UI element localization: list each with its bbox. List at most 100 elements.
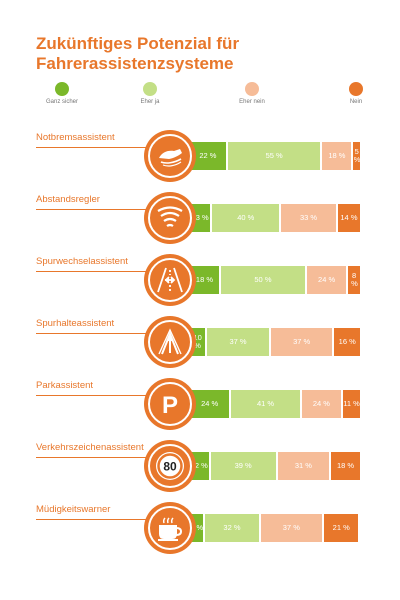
icon-badge-ring xyxy=(148,320,192,364)
icon-badge-ring xyxy=(148,382,192,426)
segment-ganz-sicher: 18 % xyxy=(190,266,221,294)
chart-row: Spurwechselassistent 18 % 50 % 24 % 8 % xyxy=(0,252,400,308)
chart-title-line1: Zukünftiges Potenzial für xyxy=(36,34,240,53)
legend-swatch xyxy=(143,82,157,96)
legend: Ganz sicher Eher ja Eher nein Nein xyxy=(0,82,400,112)
data-label: 16 % xyxy=(338,337,356,346)
segment-nein: 14 % xyxy=(337,204,362,232)
segment-ganz-sicher: 24 % xyxy=(190,390,232,418)
data-label: 41 % xyxy=(256,399,275,408)
segment-eher-nein: 24 % xyxy=(301,390,344,418)
chart-row: Müdigkeitswarner 9 % 32 % 37 % 21 % xyxy=(0,500,400,556)
speed-sign-text: 80 xyxy=(163,460,177,474)
label-underline xyxy=(36,395,154,396)
segment-nein: 18 % xyxy=(331,452,362,480)
stacked-bar: 13 % 40 % 33 % 14 % xyxy=(190,204,362,232)
svg-text:P: P xyxy=(162,392,178,419)
segment-eher-ja: 40 % xyxy=(212,204,282,232)
legend-swatch xyxy=(245,82,259,96)
stacked-bar: 12 % 39 % 31 % 18 % xyxy=(190,452,362,480)
data-label: 39 % xyxy=(234,461,252,470)
data-label: 32 % xyxy=(223,523,241,532)
data-label: 50 % xyxy=(254,275,272,284)
legend-label: Eher ja xyxy=(140,99,160,105)
data-label: 12 % xyxy=(190,461,208,470)
segment-eher-ja: 39 % xyxy=(210,452,278,480)
icon-badge: P xyxy=(144,378,196,430)
chart-title-line2: Fahrerassistenzsysteme xyxy=(36,54,234,73)
label-underline xyxy=(36,333,154,334)
label-underline xyxy=(36,209,154,210)
segment-nein: 11 % xyxy=(343,390,362,418)
icon-badge-ring xyxy=(148,506,192,550)
legend-label: Ganz sicher xyxy=(45,99,78,105)
data-label: 33 % xyxy=(299,213,318,222)
segment-eher-ja: 41 % xyxy=(231,390,302,418)
chart-row: Abstandsregler 13 % 40 % 33 % 14 % xyxy=(0,190,400,246)
category-label: Notbremsassistent xyxy=(36,132,115,143)
data-label: 40 % xyxy=(237,213,255,222)
segment-ganz-sicher: 22 % xyxy=(190,142,228,170)
category-label: Parkassistent xyxy=(36,380,94,391)
segment-eher-ja: 37 % xyxy=(207,328,271,356)
data-label: 55 % xyxy=(265,151,283,160)
icon-badge-ring xyxy=(148,196,192,240)
label-underline xyxy=(36,271,154,272)
segment-eher-nein: 18 % xyxy=(322,142,354,170)
chart-title: Zukünftiges Potenzial für Fahrerassisten… xyxy=(36,34,366,74)
segment-eher-ja: 50 % xyxy=(220,266,307,294)
data-label: 8 % xyxy=(351,271,358,288)
stacked-bar: 10 % 37 % 37 % 16 % xyxy=(190,328,362,356)
data-label: 21 % xyxy=(332,523,350,532)
stacked-bar: 22 % 55 % 18 % 5 % xyxy=(190,142,362,170)
data-label: 31 % xyxy=(294,461,312,470)
segment-eher-ja: 55 % xyxy=(227,142,323,170)
legend-item: Eher ja xyxy=(110,82,190,105)
icon-badge xyxy=(144,192,196,244)
data-label: 14 % xyxy=(340,213,358,222)
segment-nein: 8 % xyxy=(348,266,362,294)
icon-badge xyxy=(144,130,196,182)
data-label: 18 % xyxy=(336,461,355,470)
segment-eher-nein: 37 % xyxy=(270,328,335,356)
label-underline xyxy=(36,519,154,520)
label-underline xyxy=(36,457,154,458)
data-label: 18 % xyxy=(195,275,214,284)
icon-badge xyxy=(144,254,196,306)
segment-eher-nein: 24 % xyxy=(306,266,349,294)
stacked-bar: 9 % 32 % 37 % 21 % xyxy=(190,514,362,542)
category-label: Spurwechselassistent xyxy=(36,256,128,267)
category-label: Spurhalteassistent xyxy=(36,318,115,329)
data-label: 22 % xyxy=(199,151,217,160)
data-label: 37 % xyxy=(293,337,311,346)
data-label: 5 % xyxy=(353,147,361,164)
data-label: 10 % xyxy=(193,333,202,350)
icon-badge-ring xyxy=(148,444,192,488)
chart-row: Notbremsassistent 22 % 55 % 18 % 5 % xyxy=(0,128,400,184)
legend-swatch xyxy=(55,82,69,96)
segment-ganz-sicher: 13 % xyxy=(190,204,213,232)
data-label: 24 % xyxy=(312,399,330,408)
icon-badge-ring xyxy=(148,134,192,178)
data-label: 11 % xyxy=(343,399,360,408)
chart-row: Parkassistent 24 % 41 % 24 % 11 % P xyxy=(0,376,400,432)
legend-item: Nein xyxy=(316,82,396,105)
icon-badge: 80 xyxy=(144,440,196,492)
legend-label: Eher nein xyxy=(239,99,265,105)
legend-label: Nein xyxy=(349,99,363,105)
label-underline xyxy=(36,147,154,148)
data-label: 13 % xyxy=(191,213,209,222)
icon-badge xyxy=(144,502,196,554)
chart-row: Verkehrszeichenassistent 12 % 39 % 31 % 18 %… xyxy=(0,438,400,494)
category-label: Verkehrszeichenassistent xyxy=(36,442,144,453)
legend-item: Ganz sicher xyxy=(22,82,102,105)
category-label: Abstandsregler xyxy=(36,194,100,205)
segment-eher-nein: 31 % xyxy=(277,452,332,480)
segment-eher-ja: 32 % xyxy=(205,514,261,542)
legend-swatch xyxy=(349,82,363,96)
data-label: 18 % xyxy=(328,151,346,160)
data-label: 37 % xyxy=(229,337,247,346)
segment-eher-nein: 33 % xyxy=(281,204,338,232)
stacked-bar: 18 % 50 % 24 % 8 % xyxy=(190,266,362,294)
data-label: 24 % xyxy=(318,275,336,284)
